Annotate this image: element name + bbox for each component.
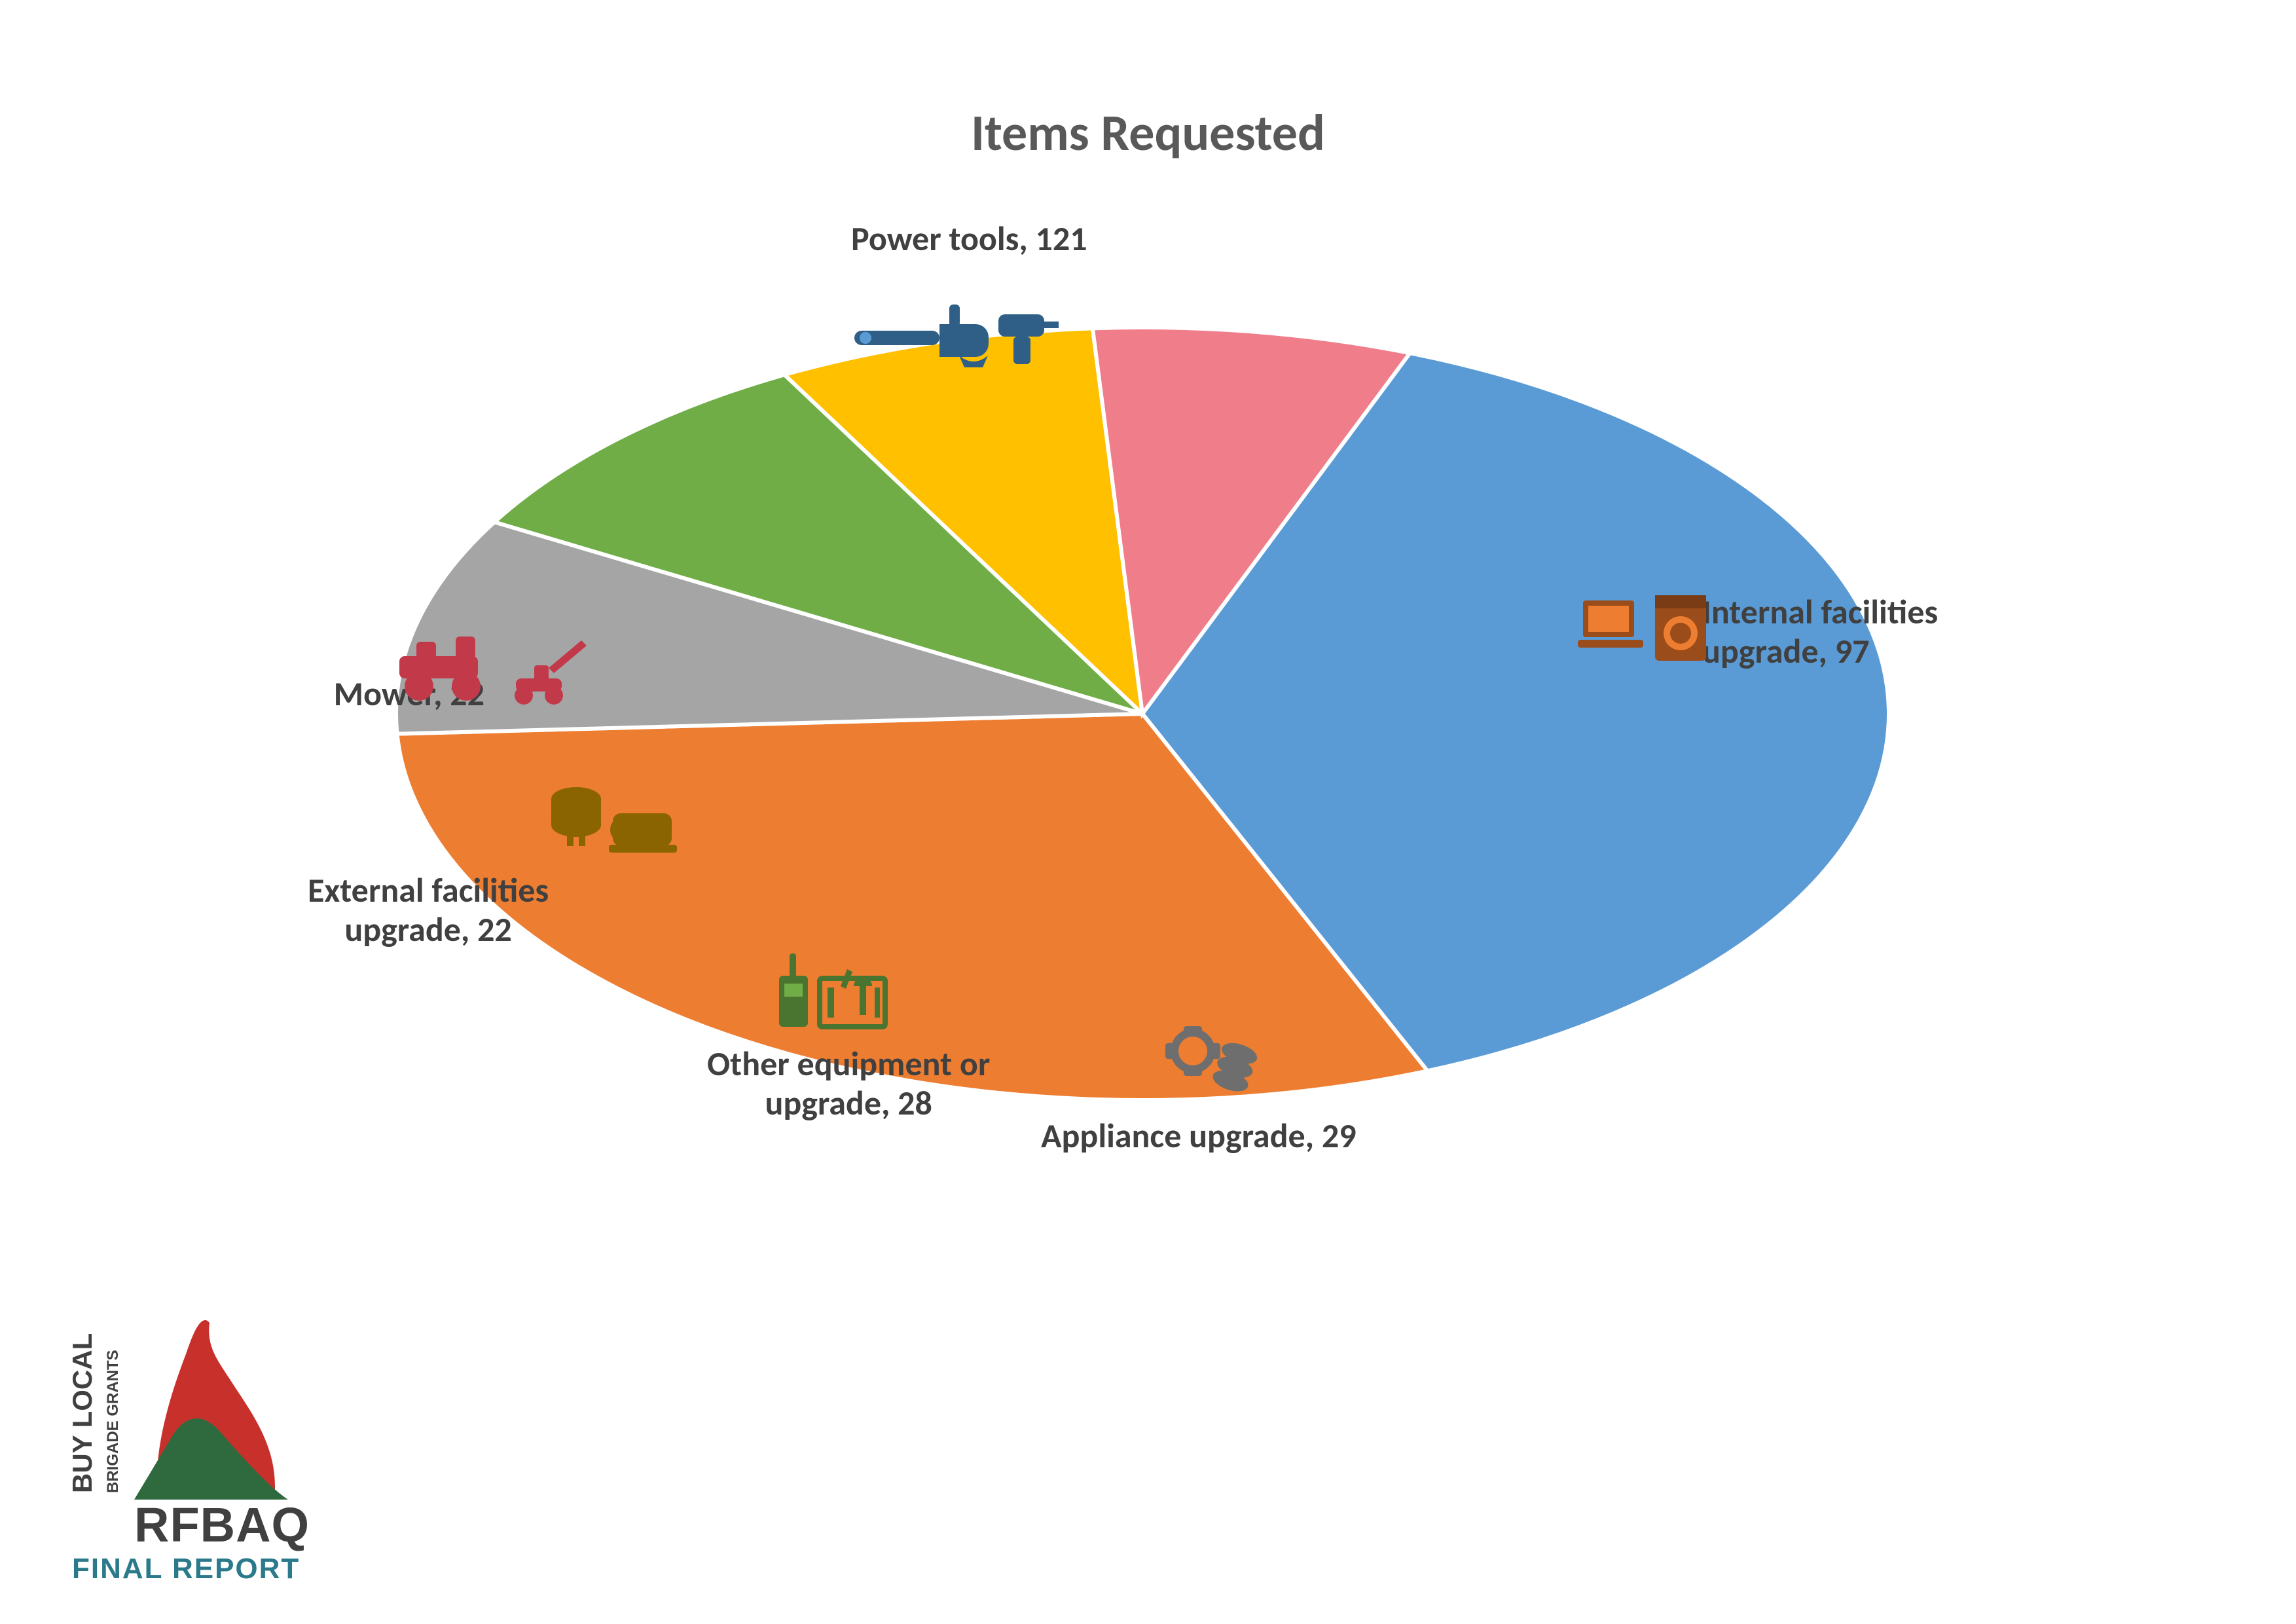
logo-rfbaq-text: RFBAQ	[134, 1501, 310, 1549]
power-tools-icon	[851, 278, 1061, 377]
logo-buy-local: BUY LOCAL	[72, 1333, 98, 1493]
other-equip-icon	[773, 950, 890, 1035]
slice-label: External facilitiesupgrade, 22	[308, 871, 549, 950]
logo-final-report-text: FINAL REPORT	[72, 1555, 300, 1583]
slice-label: Appliance upgrade, 29	[1041, 1116, 1357, 1156]
chart-title: Items Requested	[0, 101, 2296, 164]
slice-label: Power tools, 121	[851, 219, 1087, 259]
pie-chart: Power tools, 121 Internal facilitiesupgr…	[275, 203, 2010, 1316]
slice-label: Internal facilitiesupgrade, 97	[1702, 593, 1938, 671]
mower-icon	[393, 622, 589, 707]
logo-brigade-grants: BRIGADE GRANTS	[104, 1350, 122, 1493]
slice-label: Other equipment orupgrade, 28	[707, 1044, 990, 1123]
internal-fac-icon	[1578, 593, 1709, 665]
appliance-icon	[1152, 1025, 1283, 1110]
external-fac-icon	[543, 779, 681, 858]
rfbaq-logo: BUY LOCAL BRIGADE GRANTS RFBAQ FINAL REP…	[72, 1316, 412, 1578]
